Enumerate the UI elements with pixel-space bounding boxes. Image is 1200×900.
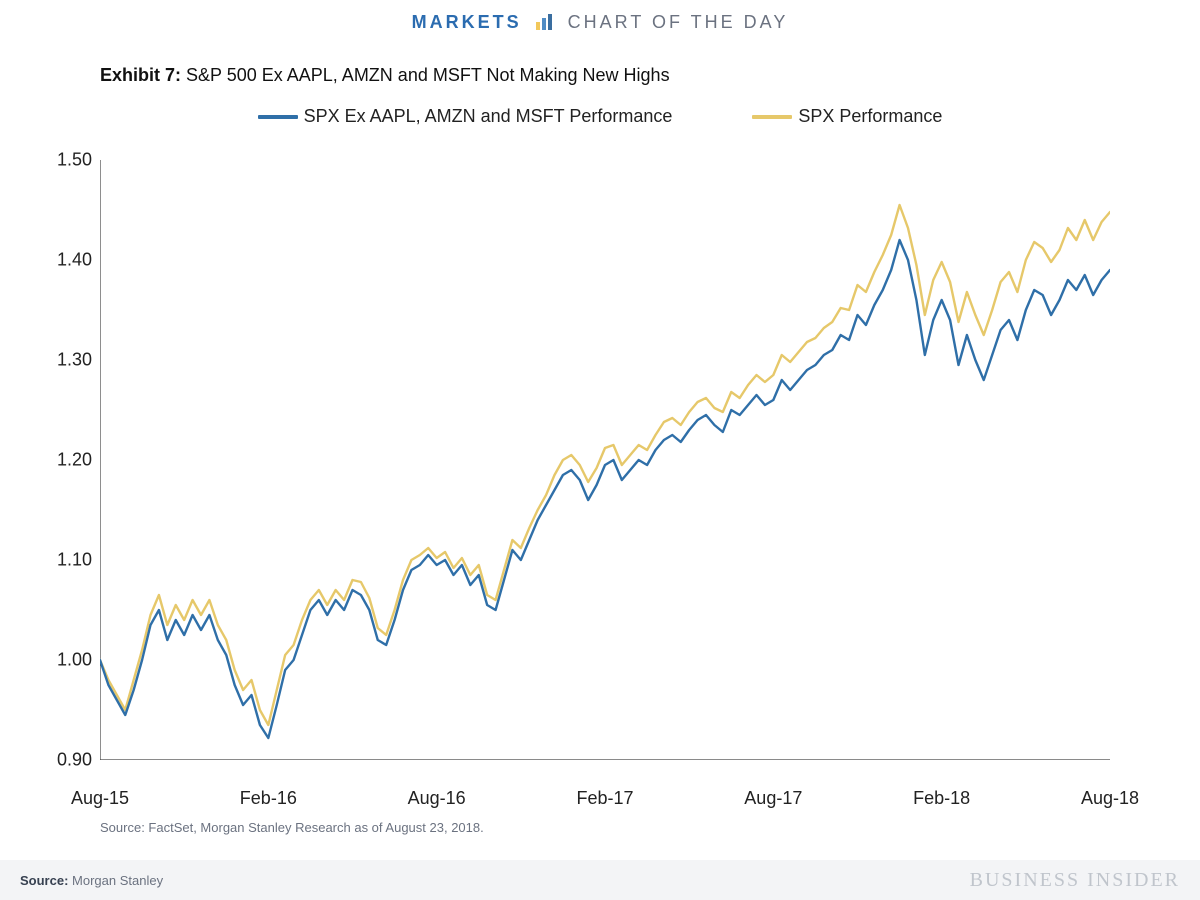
x-tick-label: Feb-16 (240, 788, 297, 809)
y-tick-label: 1.00 (57, 650, 92, 671)
x-tick-label: Feb-18 (913, 788, 970, 809)
legend-label-spx-ex: SPX Ex AAPL, AMZN and MSFT Performance (304, 106, 673, 127)
x-tick-label: Aug-17 (744, 788, 802, 809)
footer-source-value: Morgan Stanley (72, 873, 163, 888)
exhibit-label: Exhibit 7: (100, 65, 181, 85)
footer-source: Source: Morgan Stanley (20, 873, 163, 888)
y-tick-label: 1.40 (57, 250, 92, 271)
source-note: Source: FactSet, Morgan Stanley Research… (100, 820, 484, 835)
legend-label-spx: SPX Performance (798, 106, 942, 127)
footer-source-label: Source: (20, 873, 68, 888)
legend-item-spx-ex: SPX Ex AAPL, AMZN and MSFT Performance (258, 106, 673, 127)
x-tick-label: Aug-18 (1081, 788, 1139, 809)
legend-swatch-spx (752, 115, 792, 119)
header-chart-of-day: CHART OF THE DAY (568, 12, 789, 32)
chart-title: Exhibit 7: S&P 500 Ex AAPL, AMZN and MSF… (0, 43, 1200, 86)
y-tick-label: 1.30 (57, 350, 92, 371)
x-tick-label: Aug-16 (408, 788, 466, 809)
page-header: MARKETS CHART OF THE DAY (0, 0, 1200, 43)
header-markets: MARKETS (412, 12, 522, 32)
footer-brand: BUSINESS INSIDER (970, 869, 1180, 892)
legend-swatch-spx-ex (258, 115, 298, 119)
page-container: MARKETS CHART OF THE DAY Exhibit 7: S&P … (0, 0, 1200, 900)
exhibit-text: S&P 500 Ex AAPL, AMZN and MSFT Not Makin… (186, 65, 670, 85)
chart-legend: SPX Ex AAPL, AMZN and MSFT Performance S… (0, 86, 1200, 137)
bar-chart-icon (536, 14, 554, 35)
y-tick-label: 0.90 (57, 750, 92, 771)
line-chart-svg (100, 160, 1110, 760)
x-tick-label: Aug-15 (71, 788, 129, 809)
legend-item-spx: SPX Performance (752, 106, 942, 127)
y-tick-label: 1.20 (57, 450, 92, 471)
y-tick-label: 1.50 (57, 150, 92, 171)
footer-bar: Source: Morgan Stanley BUSINESS INSIDER (0, 860, 1200, 900)
y-tick-label: 1.10 (57, 550, 92, 571)
x-tick-label: Feb-17 (576, 788, 633, 809)
chart-area: 0.901.001.101.201.301.401.50Aug-15Feb-16… (100, 160, 1110, 780)
